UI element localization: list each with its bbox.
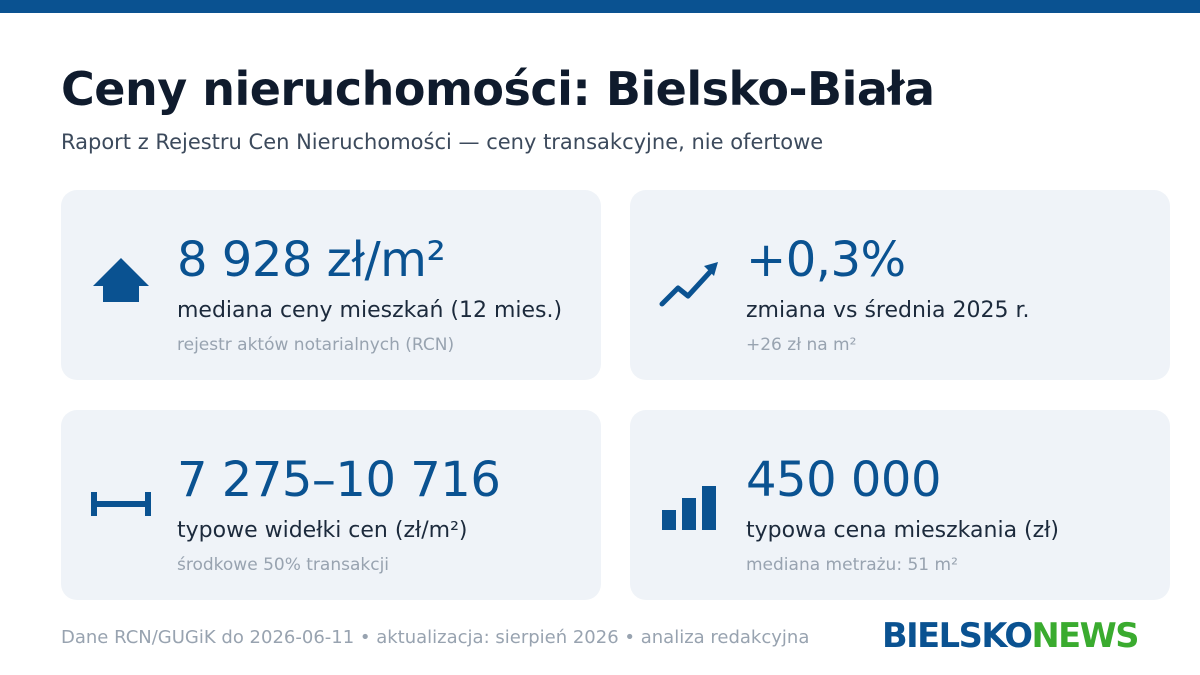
trend-up-icon	[659, 262, 718, 307]
stat-card-typical-price: 450 000 typowa cena mieszkania (zł) medi…	[630, 410, 1170, 600]
stat-label: mediana ceny mieszkań (12 mies.)	[177, 298, 563, 323]
top-accent-bar	[0, 0, 1200, 13]
stat-value: 8 928 zł/m²	[177, 232, 446, 288]
page-title: Ceny nieruchomości: Bielsko-Biała	[61, 62, 935, 116]
stat-label: typowe widełki cen (zł/m²)	[177, 518, 468, 543]
stat-card-price-range: 7 275–10 716 typowe widełki cen (zł/m²) …	[61, 410, 601, 600]
page-subtitle: Raport z Rejestru Cen Nieruchomości — ce…	[61, 130, 824, 154]
stat-label: typowa cena mieszkania (zł)	[746, 518, 1060, 543]
stat-value: +0,3%	[746, 232, 906, 288]
stat-note: mediana metrażu: 51 m²	[746, 555, 958, 575]
range-icon	[91, 492, 151, 516]
svg-text:BIELSKONEWS: BIELSKONEWS	[882, 616, 1138, 654]
house-icon	[93, 258, 149, 302]
stat-value: 450 000	[746, 452, 942, 508]
stat-card-change: +0,3% zmiana vs średnia 2025 r. +26 zł n…	[630, 190, 1170, 380]
footer-source: Dane RCN/GUGiK do 2026-06-11 • aktualiza…	[61, 627, 810, 648]
bielskonews-logo: BIELSKONEWS	[882, 616, 1140, 654]
stat-note: rejestr aktów notarialnych (RCN)	[177, 335, 455, 355]
stat-label: zmiana vs średnia 2025 r.	[746, 298, 1030, 323]
stat-card-median-price: 8 928 zł/m² mediana ceny mieszkań (12 mi…	[61, 190, 601, 380]
stat-note: +26 zł na m²	[746, 335, 857, 355]
bar-chart-icon	[662, 486, 716, 530]
stat-note: środkowe 50% transakcji	[177, 555, 390, 575]
stat-value: 7 275–10 716	[177, 452, 501, 508]
